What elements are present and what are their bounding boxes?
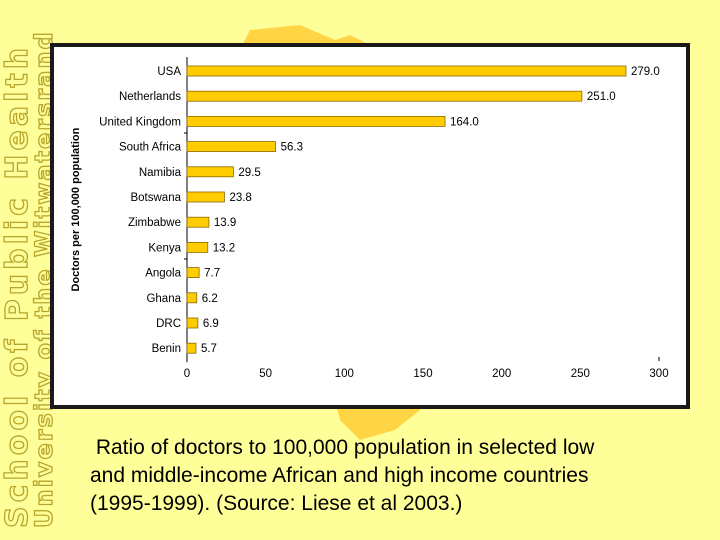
category-label: Netherlands <box>119 91 181 103</box>
chart-frame: Doctors per 100,000 population USA 279.0 Ne… <box>50 43 690 409</box>
bar-namibia <box>186 166 234 178</box>
category-label: Kenya <box>148 242 181 254</box>
value-label: 56.3 <box>281 142 303 154</box>
x-tick-label: 300 <box>649 368 668 380</box>
bar-chart: Doctors per 100,000 population USA 279.0 Ne… <box>54 47 686 405</box>
value-label: 13.2 <box>213 242 235 254</box>
bar-usa <box>186 65 627 77</box>
x-tick-label: 50 <box>259 368 272 380</box>
x-tick-label: 0 <box>184 368 190 380</box>
category-label: DRC <box>156 318 181 330</box>
value-label: 23.8 <box>229 192 251 204</box>
bar-botswana <box>186 191 225 203</box>
bar-drc <box>186 317 199 329</box>
category-label: Benin <box>152 343 181 355</box>
category-label: Botswana <box>130 192 181 204</box>
category-label: Namibia <box>139 167 182 179</box>
caption-line-2: and middle-income African and high incom… <box>90 464 589 487</box>
x-tick-label: 100 <box>335 368 354 380</box>
x-tick-label: 200 <box>492 368 511 380</box>
category-label: Zimbabwe <box>128 217 181 229</box>
value-label: 164.0 <box>450 116 479 128</box>
y-axis-label: Doctors per 100,000 population <box>70 127 82 291</box>
value-label: 251.0 <box>587 91 616 103</box>
category-label: South Africa <box>119 142 182 154</box>
category-label: Ghana <box>146 293 181 305</box>
bar-netherlands <box>186 90 583 102</box>
x-tick-label: 250 <box>571 368 590 380</box>
chart-background <box>54 47 686 405</box>
value-label: 6.9 <box>203 318 219 330</box>
category-label: United Kingdom <box>99 116 181 128</box>
caption-line-3: (1995-1999). (Source: Liese et al 2003.) <box>90 492 463 515</box>
value-label: 279.0 <box>631 66 660 78</box>
category-label: USA <box>157 66 181 78</box>
bar-kenya <box>186 241 209 253</box>
value-label: 7.7 <box>204 268 220 280</box>
bar-angola <box>186 267 200 279</box>
bar-zimbabwe <box>186 216 210 228</box>
figure-caption: Ratio of doctors to 100,000 population i… <box>90 434 710 518</box>
bar-benin <box>186 342 197 354</box>
value-label: 6.2 <box>202 293 218 305</box>
x-tick-label: 150 <box>413 368 432 380</box>
category-label: Angola <box>145 268 181 280</box>
caption-line-1: Ratio of doctors to 100,000 population i… <box>90 436 595 459</box>
bar-ghana <box>186 292 198 304</box>
bar-united-kingdom <box>186 116 446 127</box>
value-label: 13.9 <box>214 217 236 229</box>
value-label: 29.5 <box>238 167 260 179</box>
value-label: 5.7 <box>201 343 217 355</box>
bar-south-africa <box>186 141 276 152</box>
